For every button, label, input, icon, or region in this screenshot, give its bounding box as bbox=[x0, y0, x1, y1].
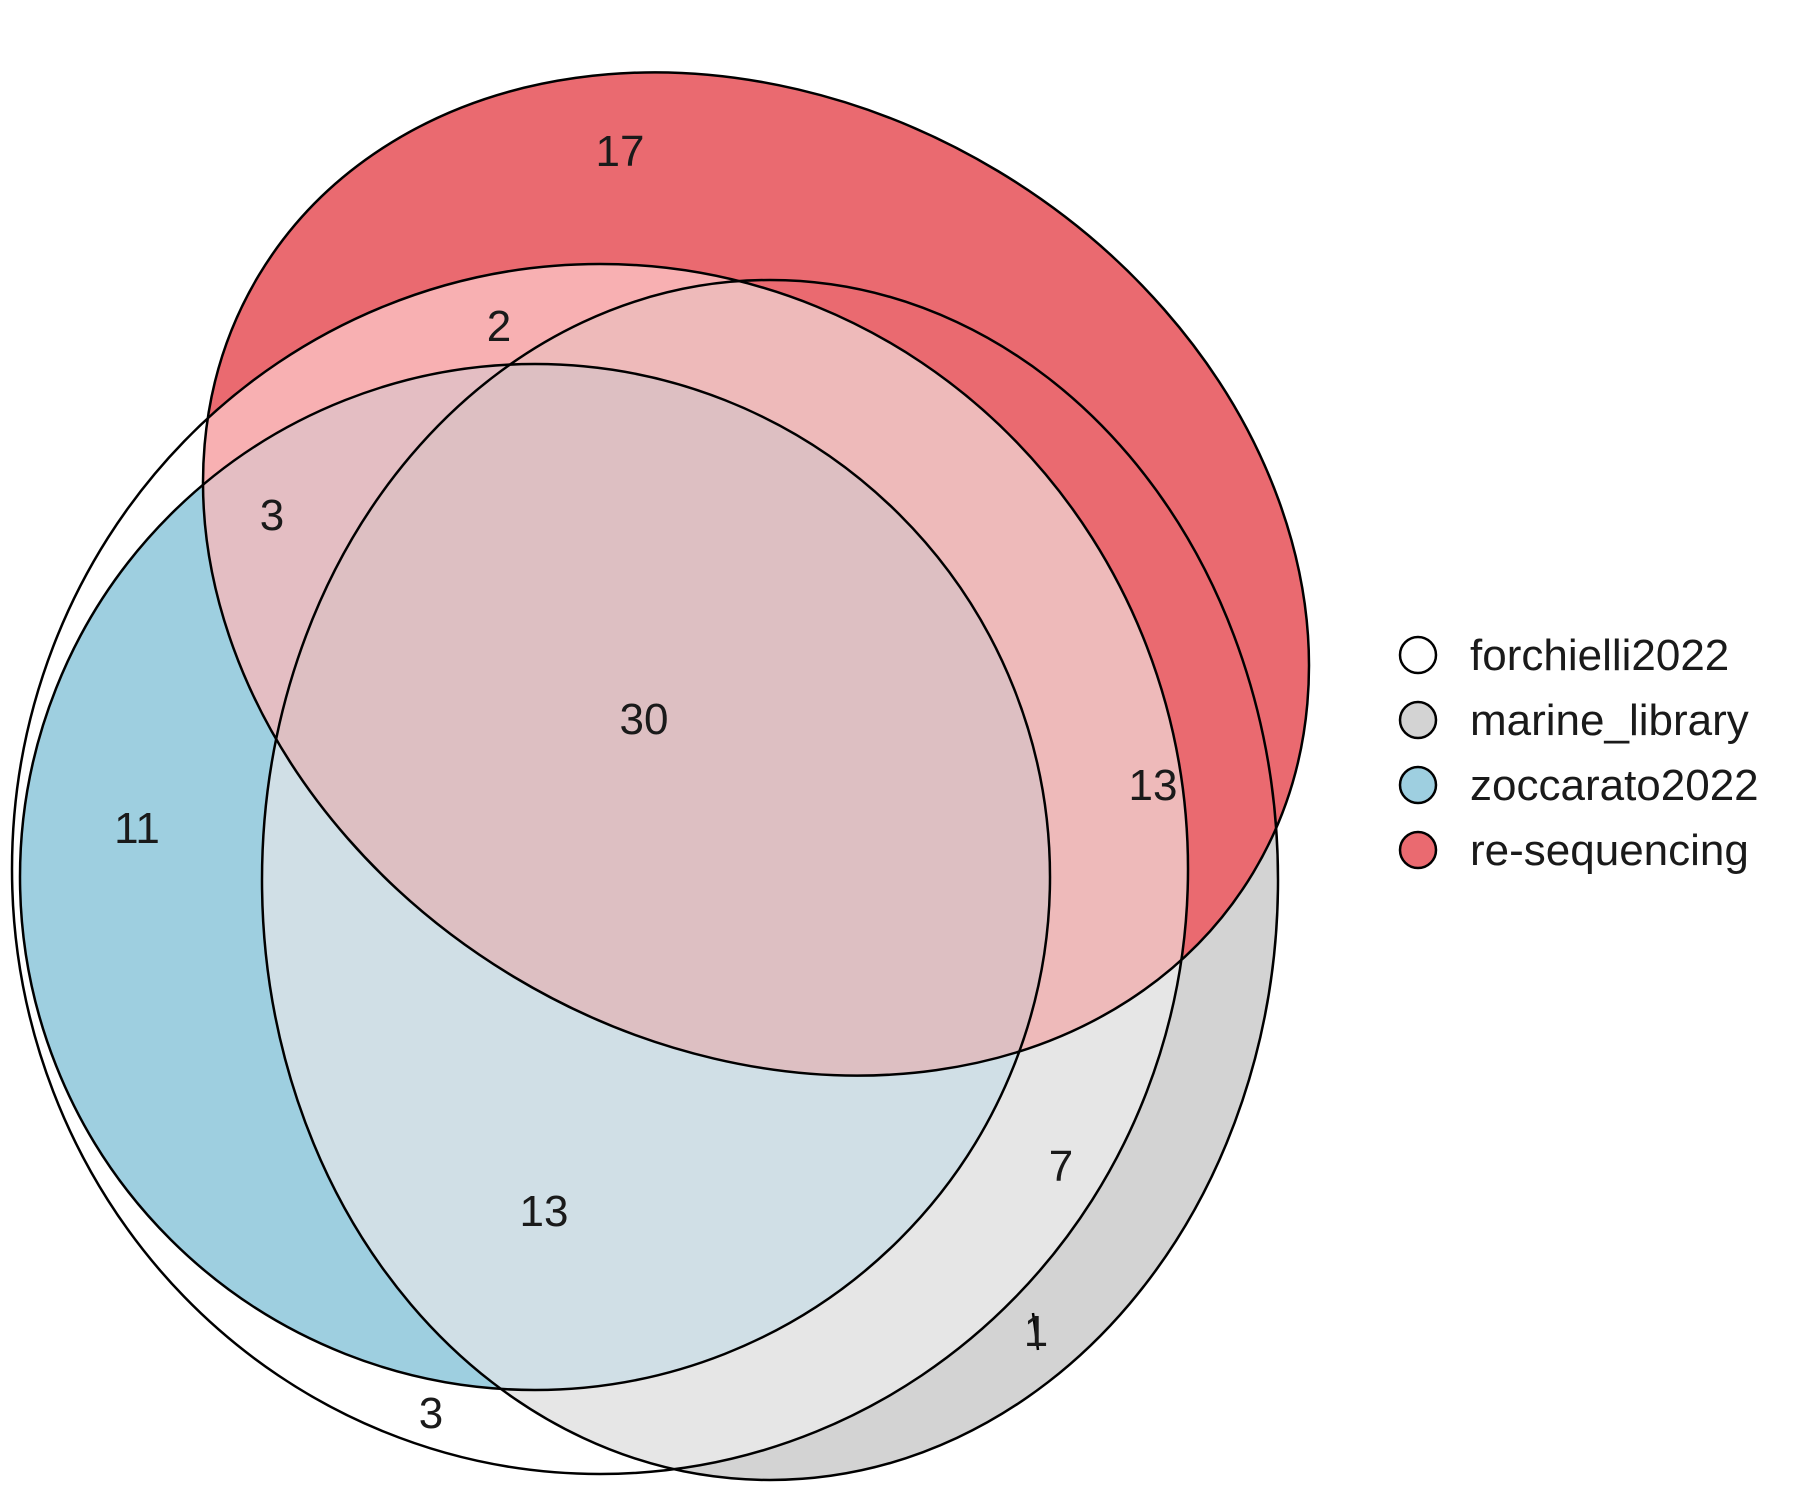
legend-swatch-circle bbox=[1398, 635, 1438, 675]
set-outline-zoccarato2022 bbox=[18, 362, 1052, 1392]
region-count-forchielli-re-sequencing: 2 bbox=[487, 302, 511, 351]
legend-label-forchielli2022: forchielli2022 bbox=[1470, 631, 1729, 680]
set-outline-marine-library bbox=[260, 278, 1280, 1482]
region-count-re-sequencing-only: 17 bbox=[596, 127, 645, 176]
legend-item-marine-library: marine_library bbox=[1398, 696, 1749, 745]
legend-item-forchielli2022: forchielli2022 bbox=[1398, 631, 1729, 680]
legend: forchielli2022 marine_library zoccarato2… bbox=[1398, 631, 1759, 875]
region-labels: 17 2 3 30 13 11 13 7 3 1 bbox=[114, 127, 1177, 1438]
legend-label-zoccarato2022: zoccarato2022 bbox=[1470, 761, 1759, 810]
legend-label-re-sequencing: re-sequencing bbox=[1470, 826, 1749, 875]
region-count-all-four: 30 bbox=[620, 695, 669, 744]
region-count-forchielli-zoccarato-re-sequencing: 3 bbox=[260, 491, 284, 540]
region-count-forchielli-marine-zoccarato: 13 bbox=[520, 1187, 569, 1236]
legend-item-re-sequencing: re-sequencing bbox=[1398, 826, 1749, 875]
region-count-forchielli-marine: 7 bbox=[1049, 1142, 1073, 1191]
region-count-marine-only: 1 bbox=[1024, 1307, 1048, 1356]
region-count-forchielli-marine-re-sequencing: 13 bbox=[1129, 761, 1178, 810]
region-marker-line bbox=[1031, 1312, 1040, 1351]
set-outline-forchielli2022 bbox=[10, 262, 1190, 1476]
set-outline-re-sequencing bbox=[201, 71, 1311, 1077]
legend-label-marine-library: marine_library bbox=[1470, 696, 1749, 745]
legend-swatch-circle bbox=[1398, 700, 1438, 740]
set-outlines bbox=[10, 71, 1311, 1482]
legend-swatch-circle bbox=[1398, 765, 1438, 805]
legend-item-zoccarato2022: zoccarato2022 bbox=[1398, 761, 1759, 810]
region-count-forchielli-only: 3 bbox=[419, 1389, 443, 1438]
legend-swatch-circle bbox=[1398, 830, 1438, 870]
region-count-forchielli-zoccarato: 11 bbox=[114, 804, 160, 853]
